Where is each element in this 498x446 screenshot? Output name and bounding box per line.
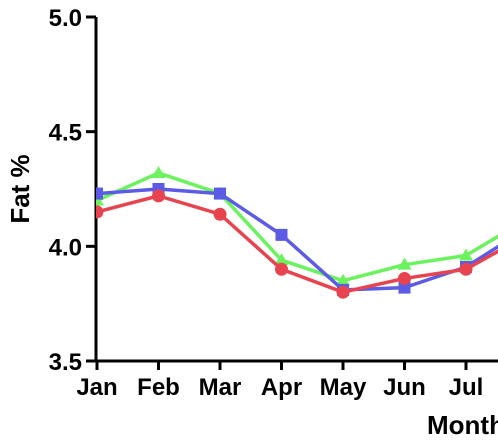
data-point bbox=[274, 253, 289, 266]
data-point bbox=[336, 285, 350, 299]
data-point bbox=[459, 248, 473, 261]
data-point bbox=[275, 228, 288, 241]
x-axis-title: Month bbox=[427, 410, 498, 440]
x-tick-label: Jul bbox=[449, 374, 484, 401]
series-3 bbox=[96, 189, 498, 299]
series-line bbox=[96, 171, 498, 283]
data-point bbox=[336, 273, 350, 286]
series-line bbox=[96, 194, 498, 294]
x-tick-label: Apr bbox=[261, 374, 302, 401]
series-2 bbox=[96, 183, 498, 296]
data-point bbox=[398, 271, 411, 285]
x-tick-label: May bbox=[320, 374, 367, 401]
series-group bbox=[96, 165, 498, 299]
data-point bbox=[213, 207, 227, 221]
data-point bbox=[398, 281, 411, 294]
data-point bbox=[459, 262, 473, 276]
x-tick-label: Feb bbox=[137, 374, 180, 401]
x-tick-label: Jun bbox=[383, 374, 426, 401]
data-point bbox=[275, 262, 288, 276]
data-point bbox=[96, 205, 104, 219]
y-tick-label: 5.0 bbox=[49, 5, 82, 32]
series-1 bbox=[96, 165, 498, 286]
y-axis-title: Fat % bbox=[5, 154, 35, 223]
axes: 3.5 4.0 4.5 5.0 Jan Feb Mar Apr May Jun Jul bbox=[49, 5, 498, 401]
y-tick-label: 4.0 bbox=[49, 234, 82, 261]
data-point bbox=[214, 187, 226, 200]
x-tick-label: Mar bbox=[199, 374, 242, 401]
y-tick-label: 4.5 bbox=[49, 120, 82, 147]
data-point bbox=[397, 257, 412, 270]
data-point bbox=[152, 189, 165, 203]
data-point bbox=[151, 165, 166, 178]
data-point bbox=[96, 187, 103, 200]
y-tick-label: 3.5 bbox=[49, 349, 82, 376]
x-tick-label: Jan bbox=[76, 374, 117, 401]
